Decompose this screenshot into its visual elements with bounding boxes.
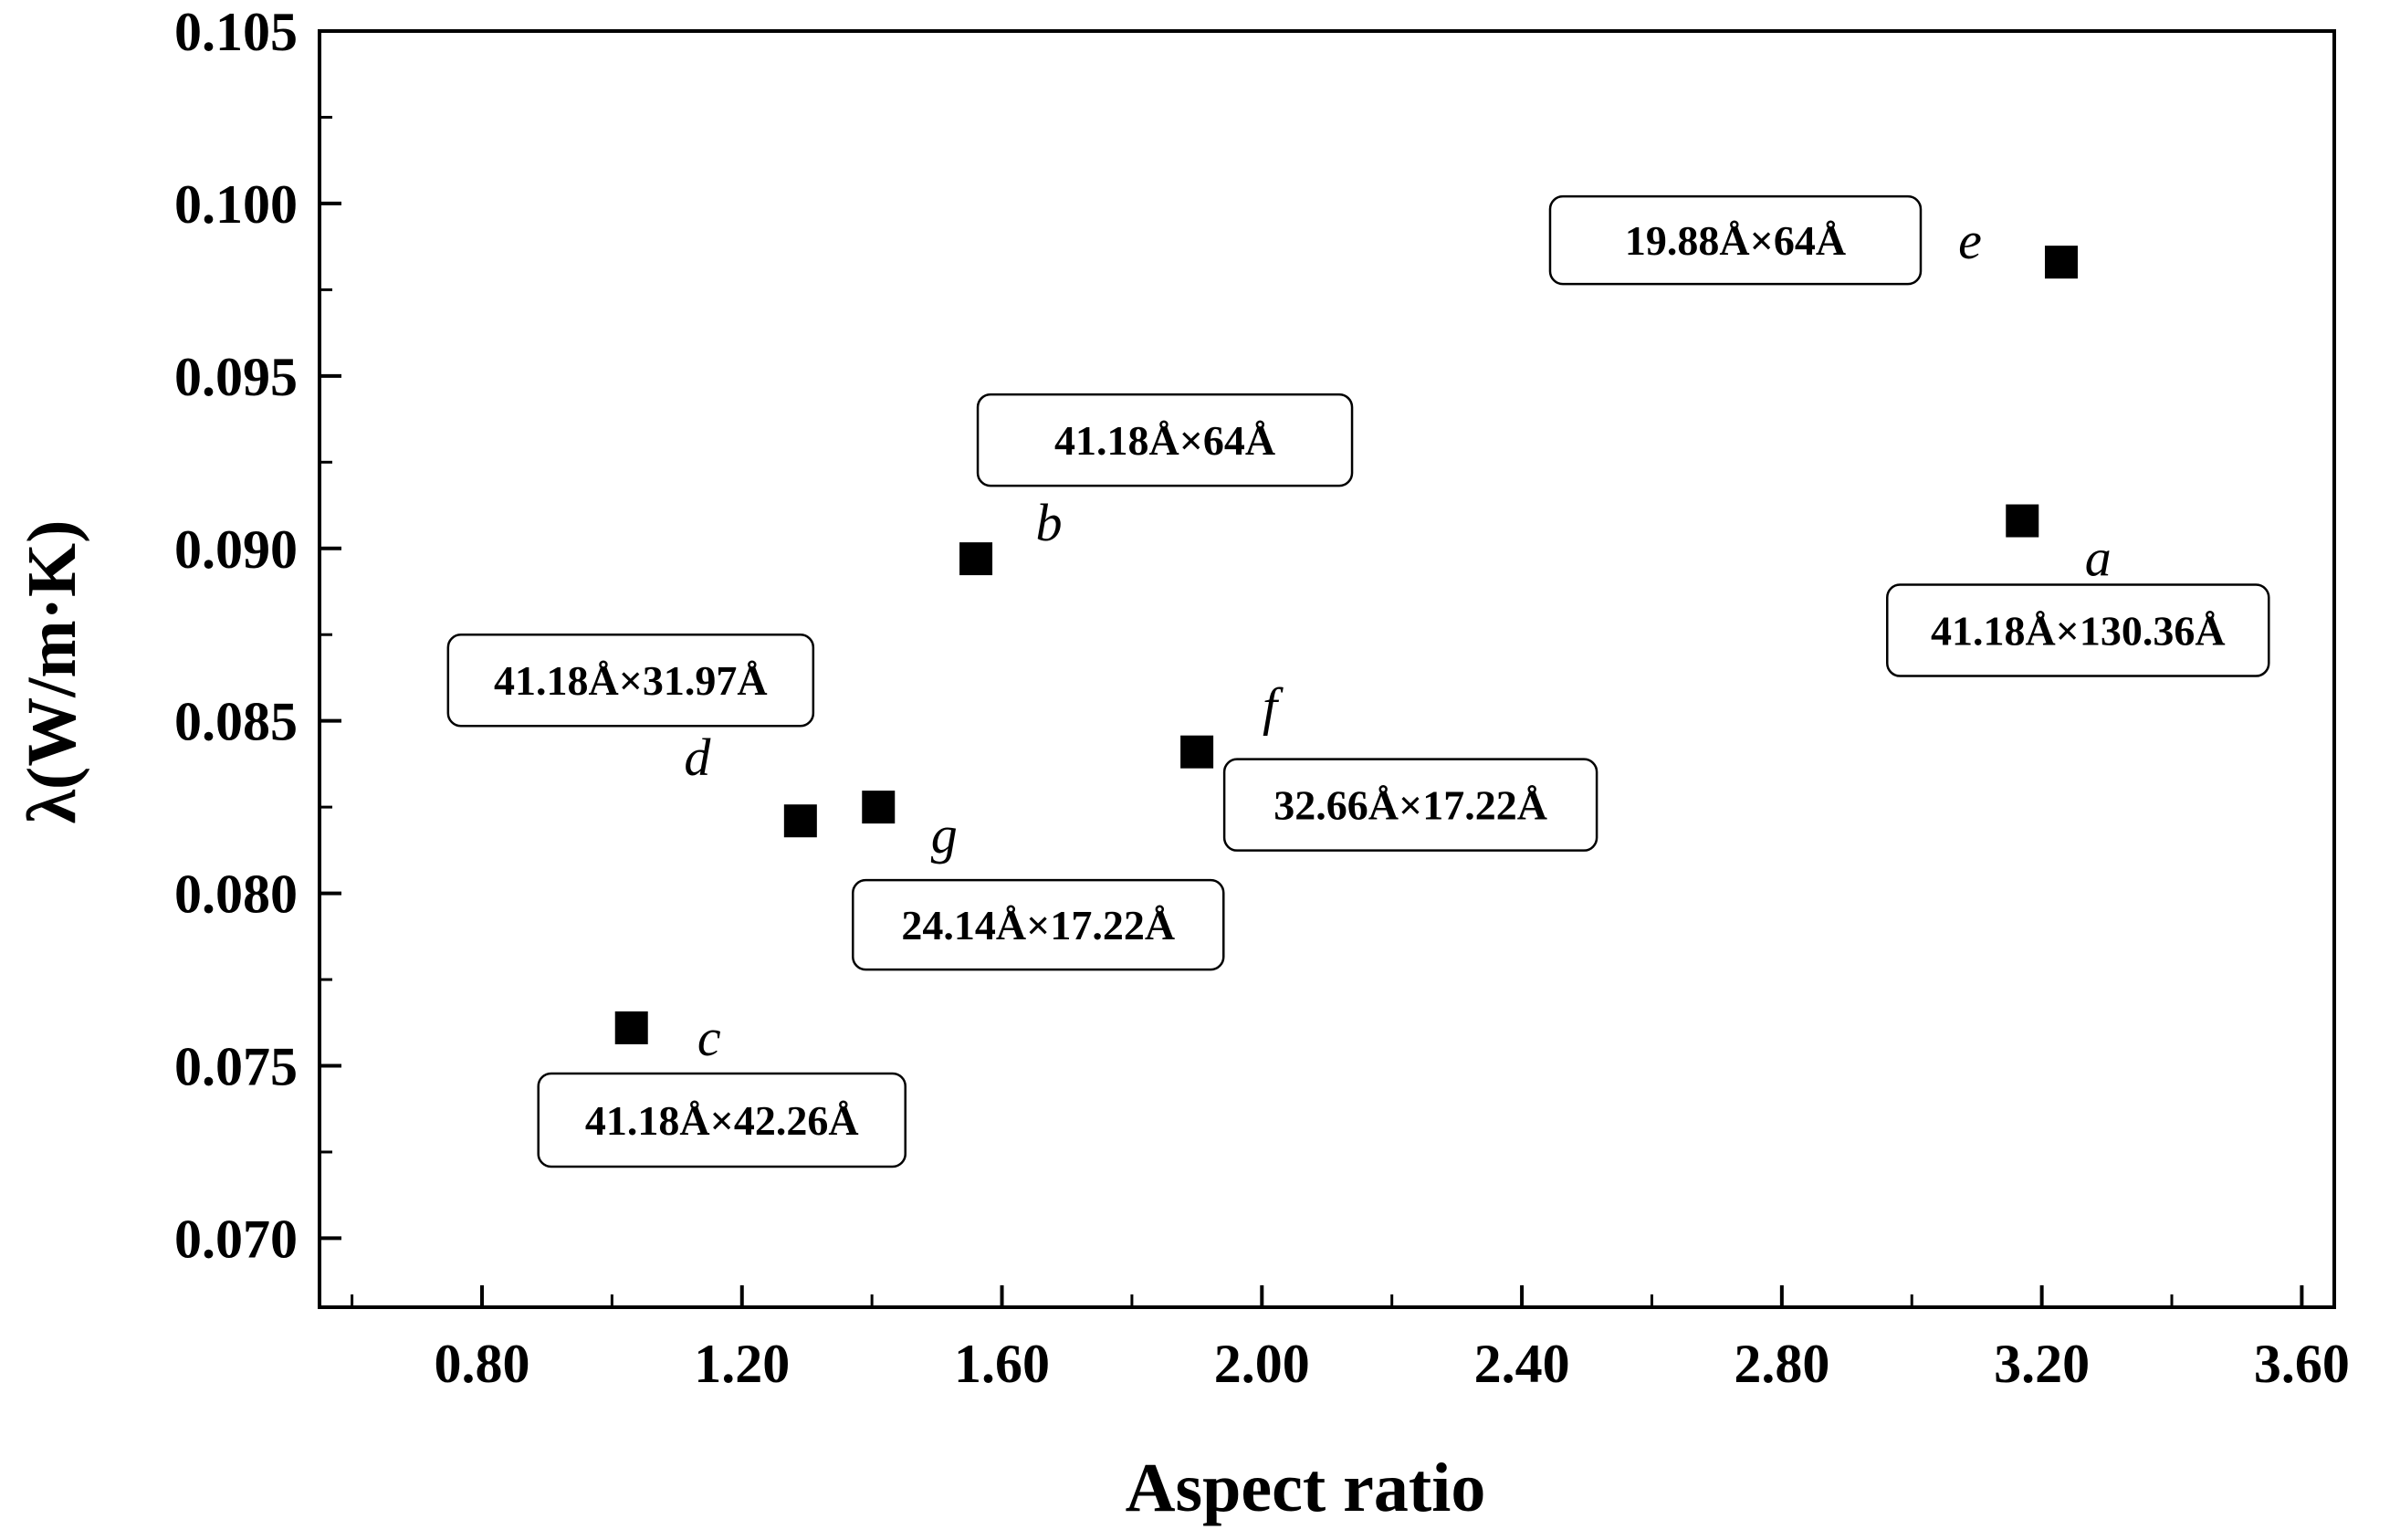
annotation-box-f [1222, 758, 1598, 852]
point-letter-a: a [2085, 529, 2112, 588]
data-point-g [862, 791, 896, 824]
x-tick-label: 3.60 [2254, 1334, 2350, 1394]
x-axis-title: Aspect ratio [1126, 1450, 1486, 1526]
x-tick-label: 1.20 [694, 1334, 790, 1394]
annotation-box-a [1886, 583, 2270, 677]
annotation-layer: 41.18Å×130.36Å 41.18Å×64Å 41.18Å×42.26Å 41.… [446, 194, 2270, 1168]
data-point-a [2006, 504, 2039, 538]
y-tick-label: 0.070 [174, 1209, 298, 1269]
x-tick-label: 1.60 [954, 1334, 1050, 1394]
annotation-text-b: 41.18Å×64Å [1054, 417, 1275, 464]
plot-frame [318, 29, 2336, 1309]
point-letter-d: d [684, 728, 711, 787]
annotation-text-d: 41.18Å×31.97Å [494, 657, 768, 704]
x-tick-label: 2.00 [1214, 1334, 1310, 1394]
y-tick-label: 0.075 [174, 1037, 298, 1097]
point-letter-f: f [1263, 677, 1284, 737]
y-tick-label: 0.100 [174, 174, 298, 235]
point-letter-b: b [1036, 493, 1063, 552]
annotation-text-g: 24.14Å×17.22Å [901, 902, 1175, 948]
point-letter-g: g [931, 805, 958, 864]
x-axis: 0.80 1.20 1.60 2.00 2.40 2.80 3.20 3.60 [351, 1285, 2350, 1394]
y-tick-label: 0.105 [174, 2, 298, 62]
x-tick-label: 3.20 [1994, 1334, 2090, 1394]
data-point-f [1180, 735, 1214, 769]
data-point-d [783, 804, 817, 838]
y-tick-label: 0.095 [174, 347, 298, 407]
annotation-box-e [1548, 194, 1923, 286]
annotation-box-g [852, 878, 1225, 971]
annotation-box-d [446, 633, 815, 728]
y-axis: 0.070 0.075 0.080 0.085 0.090 0.095 0.100 0.105 [174, 2, 341, 1269]
annotation-box-c [537, 1072, 907, 1168]
x-tick-label: 2.40 [1474, 1334, 1570, 1394]
data-point-c [614, 1011, 648, 1044]
x-tick-label: 0.80 [434, 1334, 529, 1394]
point-letter-c: c [697, 1008, 721, 1067]
y-tick-label: 0.090 [174, 519, 298, 580]
y-axis-title: λ(W/m·K) [14, 520, 90, 824]
annotation-text-f: 32.66Å×17.22Å [1273, 782, 1547, 829]
point-letter-e: e [1958, 211, 1982, 270]
data-point-b [959, 542, 993, 576]
annotation-text-e: 19.88Å×64Å [1625, 217, 1846, 264]
annotation-box-b [976, 393, 1354, 487]
data-point-e [2044, 246, 2078, 279]
annotation-text-a: 41.18Å×130.36Å [1931, 608, 2226, 655]
x-tick-label: 2.80 [1734, 1334, 1829, 1394]
y-tick-label: 0.085 [174, 692, 298, 752]
annotation-text-c: 41.18Å×42.26Å [585, 1097, 859, 1144]
y-tick-label: 0.080 [174, 864, 298, 925]
